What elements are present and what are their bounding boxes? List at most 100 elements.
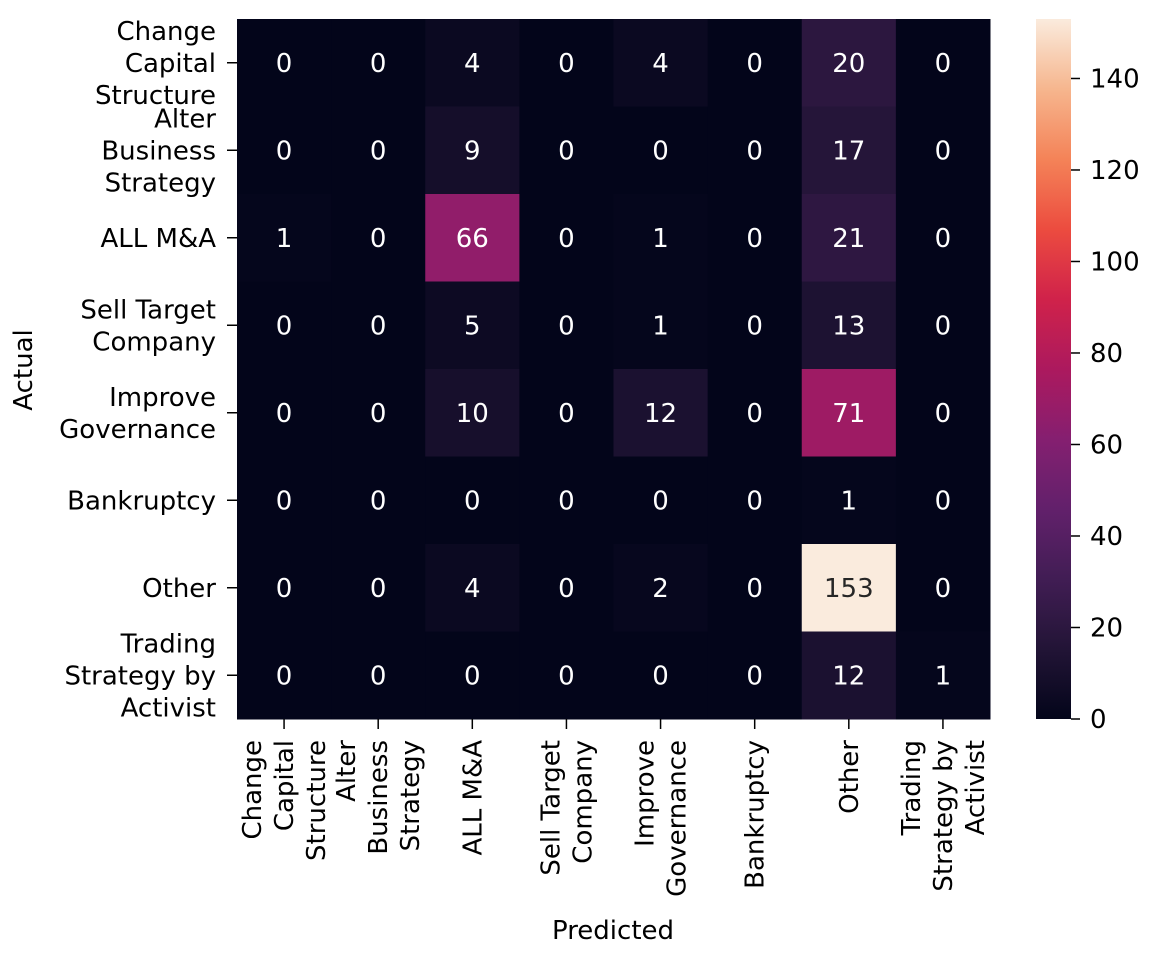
- cell-value-label: 0: [370, 49, 387, 79]
- heatmap-cell: [425, 544, 520, 632]
- heatmap-cell: [801, 194, 897, 282]
- x-tick-label: Other: [835, 740, 865, 814]
- x-tick-label: Strategy: [396, 740, 426, 851]
- cell-value-label: 4: [652, 49, 669, 79]
- cell-value-label: 21: [832, 224, 865, 254]
- cell-value-label: 0: [935, 399, 952, 429]
- x-axis-label: Predicted: [552, 916, 674, 946]
- x-tick-label: Change: [238, 740, 268, 840]
- cell-value-label: 0: [370, 224, 387, 254]
- cell-value-label: 0: [558, 49, 575, 79]
- heatmap-cell: [707, 281, 803, 370]
- x-tick-label: Improve: [631, 740, 661, 847]
- cell-value-label: 153: [824, 574, 874, 604]
- cell-value-label: 0: [935, 136, 952, 166]
- heatmap-cell: [707, 106, 803, 195]
- heatmap-cell: [613, 544, 709, 632]
- cell-value-label: 0: [558, 136, 575, 166]
- heatmap-cell: [237, 544, 332, 632]
- x-tick-label: Capital: [270, 740, 300, 831]
- cell-value-label: 0: [935, 486, 952, 516]
- cell-value-label: 10: [456, 399, 489, 429]
- heatmap-cell: [425, 456, 520, 545]
- cell-value-label: 1: [652, 311, 669, 341]
- cell-value-label: 0: [746, 311, 763, 341]
- heatmap-cell: [707, 369, 803, 457]
- cell-value-label: 0: [370, 136, 387, 166]
- heatmap-cell: [425, 194, 520, 282]
- cell-value-label: 0: [370, 399, 387, 429]
- x-tick-label: Company: [568, 740, 598, 864]
- y-tick-label: Governance: [59, 415, 216, 445]
- heatmap-cell: [519, 106, 614, 195]
- cell-value-label: 0: [464, 661, 481, 691]
- heatmap-cell: [707, 544, 803, 632]
- colorbar-tick-label: 100: [1090, 247, 1140, 277]
- cell-value-label: 0: [746, 224, 763, 254]
- cell-value-label: 0: [276, 49, 293, 79]
- heatmap-cell: [519, 19, 614, 107]
- cell-value-label: 0: [464, 486, 481, 516]
- cell-value-label: 0: [370, 486, 387, 516]
- heatmap-cell: [895, 281, 991, 370]
- cell-value-label: 0: [276, 574, 293, 604]
- y-tick-label: Other: [142, 574, 216, 604]
- heatmap-cell: [237, 369, 332, 457]
- x-tick-label: Trading: [897, 740, 927, 836]
- y-tick-label: Business: [101, 136, 216, 166]
- colorbar-tick-label: 0: [1090, 705, 1107, 735]
- heatmap-cell: [425, 631, 520, 720]
- heatmap-cell: [707, 194, 803, 282]
- heatmap-cell: [519, 194, 614, 282]
- cell-value-label: 0: [558, 661, 575, 691]
- heatmap-cell: [519, 544, 614, 632]
- heatmap-cell: [801, 281, 897, 370]
- colorbar-tick-label: 120: [1090, 156, 1140, 186]
- heatmap-cell: [613, 631, 709, 720]
- cell-value-label: 0: [558, 486, 575, 516]
- y-tick-label: Strategy: [105, 168, 216, 198]
- cell-value-label: 0: [935, 49, 952, 79]
- heatmap-cell: [331, 19, 426, 107]
- heatmap-cell: [707, 19, 803, 107]
- cell-value-label: 0: [746, 661, 763, 691]
- cell-value-label: 71: [832, 399, 865, 429]
- cell-value-label: 1: [935, 661, 952, 691]
- cell-value-label: 0: [558, 311, 575, 341]
- y-tick-label: ALL M&A: [100, 224, 216, 254]
- heatmap-cell: [331, 106, 426, 195]
- x-tick-label: Alter: [332, 740, 362, 802]
- cell-value-label: 1: [652, 224, 669, 254]
- heatmap-cell: [895, 456, 991, 545]
- x-tick-label: Activist: [961, 740, 991, 835]
- heatmap-cell: [237, 194, 332, 282]
- cell-value-label: 17: [832, 136, 865, 166]
- cell-value-label: 12: [644, 399, 677, 429]
- heatmap-cell: [613, 19, 709, 107]
- cell-value-label: 0: [276, 136, 293, 166]
- y-tick-label: Trading: [120, 629, 216, 659]
- cell-value-label: 1: [276, 224, 293, 254]
- cell-value-label: 0: [746, 49, 763, 79]
- cell-value-label: 0: [652, 486, 669, 516]
- y-tick-label: Sell Target: [80, 295, 216, 325]
- cell-value-label: 0: [558, 399, 575, 429]
- y-tick-label: Activist: [121, 693, 216, 723]
- heatmap-cell: [331, 544, 426, 632]
- heatmap-cell: [613, 369, 709, 457]
- cell-value-label: 4: [464, 49, 481, 79]
- heatmap-cell: [519, 369, 614, 457]
- y-tick-label: Improve: [109, 383, 216, 413]
- cell-value-label: 0: [652, 136, 669, 166]
- heatmap-cells: [237, 19, 991, 720]
- heatmap-cell: [895, 106, 991, 195]
- heatmap-cell: [237, 631, 332, 720]
- cell-value-label: 2: [652, 574, 669, 604]
- heatmap-cell: [425, 106, 520, 195]
- cell-value-label: 12: [832, 661, 865, 691]
- heatmap-cell: [331, 456, 426, 545]
- y-tick-label: Capital: [125, 49, 216, 79]
- colorbar-tick-label: 20: [1090, 613, 1123, 643]
- heatmap-cell: [895, 631, 991, 720]
- heatmap-cell: [237, 456, 332, 545]
